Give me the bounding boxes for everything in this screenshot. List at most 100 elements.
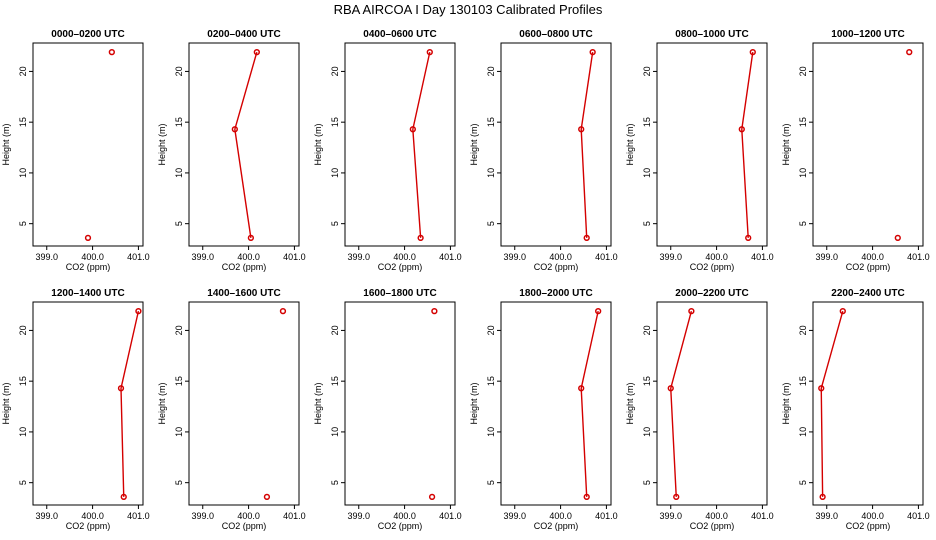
profile-panel: 0200–0400 UTC 399.0 400.0 401.0 5 10 15 20 CO2 (… [157,29,306,272]
panel-title: 0800–1000 UTC [675,29,748,40]
y-axis-label: Height (m) [625,382,635,424]
x-tick-label: 401.0 [439,252,462,262]
x-axis-label: CO2 (ppm) [66,521,111,531]
y-tick-label: 20 [798,66,808,76]
data-point [595,307,602,315]
y-tick-label: 5 [798,221,808,226]
x-axis-label: CO2 (ppm) [66,262,111,272]
y-tick-label: 10 [642,427,652,437]
data-point [688,307,695,315]
data-point [231,126,238,133]
y-axis-label: Height (m) [157,123,167,165]
plot-frame [188,42,300,247]
data-point [583,493,590,501]
x-tick-label: 401.0 [907,252,930,262]
data-point [247,234,255,242]
plot-frame [344,42,456,247]
y-tick-label: 20 [486,325,496,335]
y-tick-label: 10 [174,427,184,437]
y-axis-label: Height (m) [781,123,791,165]
data-point [667,385,674,392]
data-point [589,48,596,56]
y-tick-label: 5 [486,480,496,485]
x-tick-label: 401.0 [439,511,462,521]
panel-title: 0400–0600 UTC [363,29,436,40]
plot-frame [344,301,456,506]
panel-title: 0600–0800 UTC [519,29,592,40]
x-tick-label: 399.0 [503,511,526,521]
profile-line [580,310,599,497]
profile-line [820,310,844,497]
data-point [839,307,846,315]
y-tick-label: 5 [18,221,28,226]
y-axis-label: Height (m) [313,382,323,424]
y-tick-label: 20 [486,66,496,76]
profile-panel: 1400–1600 UTC 399.0 400.0 401.0 5 10 15 20 CO2 (… [157,288,306,531]
data-point [673,493,680,501]
y-tick-label: 15 [798,376,808,386]
x-axis-label: CO2 (ppm) [222,262,267,272]
x-axis-label: CO2 (ppm) [378,262,423,272]
profile-panel: 0000–0200 UTC 399.0 400.0 401.0 5 10 15 20 CO2 (… [1,29,150,272]
data-point [578,126,585,133]
y-tick-label: 15 [486,376,496,386]
x-tick-label: 401.0 [283,252,306,262]
y-tick-label: 20 [174,66,184,76]
x-tick-label: 400.0 [81,511,104,521]
y-axis-label: Height (m) [625,123,635,165]
x-tick-label: 399.0 [191,252,214,262]
panel-title: 1600–1800 UTC [363,288,436,299]
y-tick-label: 5 [642,221,652,226]
y-tick-label: 5 [18,480,28,485]
y-axis-label: Height (m) [157,382,167,424]
y-tick-label: 20 [330,66,340,76]
panel-title: 1800–2000 UTC [519,288,592,299]
y-tick-label: 5 [642,480,652,485]
x-tick-label: 401.0 [595,511,618,521]
data-point [409,126,416,133]
data-point [426,48,433,56]
x-axis-label: CO2 (ppm) [222,521,267,531]
plot-frame [32,42,144,247]
panel-title: 0000–0200 UTC [51,29,124,40]
panel-title: 0200–0400 UTC [207,29,280,40]
y-tick-label: 15 [642,376,652,386]
x-tick-label: 400.0 [861,252,884,262]
x-axis-label: CO2 (ppm) [846,262,891,272]
y-tick-label: 5 [330,480,340,485]
profile-line [412,51,431,238]
profile-panel: 0400–0600 UTC 399.0 400.0 401.0 5 10 15 20 CO2 (… [313,29,462,272]
y-tick-label: 10 [642,168,652,178]
y-tick-label: 15 [330,117,340,127]
data-point [428,493,436,501]
y-tick-label: 15 [642,117,652,127]
x-tick-label: 399.0 [815,252,838,262]
x-tick-label: 400.0 [549,511,572,521]
x-tick-label: 400.0 [393,252,416,262]
x-axis-label: CO2 (ppm) [534,521,579,531]
y-tick-label: 10 [18,168,28,178]
data-point [894,234,901,242]
y-tick-label: 5 [174,480,184,485]
figure-title: RBA AIRCOA I Day 130103 Calibrated Profi… [334,2,603,17]
y-tick-label: 20 [18,325,28,335]
y-tick-label: 10 [330,427,340,437]
profile-line [580,52,594,238]
data-point [253,48,260,56]
x-tick-label: 401.0 [127,511,150,521]
y-tick-label: 15 [798,117,808,127]
data-point [578,385,585,392]
x-tick-label: 400.0 [237,252,260,262]
x-tick-label: 400.0 [393,511,416,521]
y-tick-label: 10 [486,427,496,437]
plot-frame [812,301,924,506]
profile-panel: 1600–1800 UTC 399.0 400.0 401.0 5 10 15 20 CO2 (… [313,288,462,531]
profile-panel: 1200–1400 UTC 399.0 400.0 401.0 5 10 15 20 CO2 (… [1,288,150,531]
x-axis-label: CO2 (ppm) [378,521,423,531]
y-tick-label: 15 [18,117,28,127]
y-tick-label: 10 [330,168,340,178]
plot-frame [656,42,768,247]
y-tick-label: 20 [18,66,28,76]
plot-frame [188,301,300,506]
data-point [117,385,125,392]
